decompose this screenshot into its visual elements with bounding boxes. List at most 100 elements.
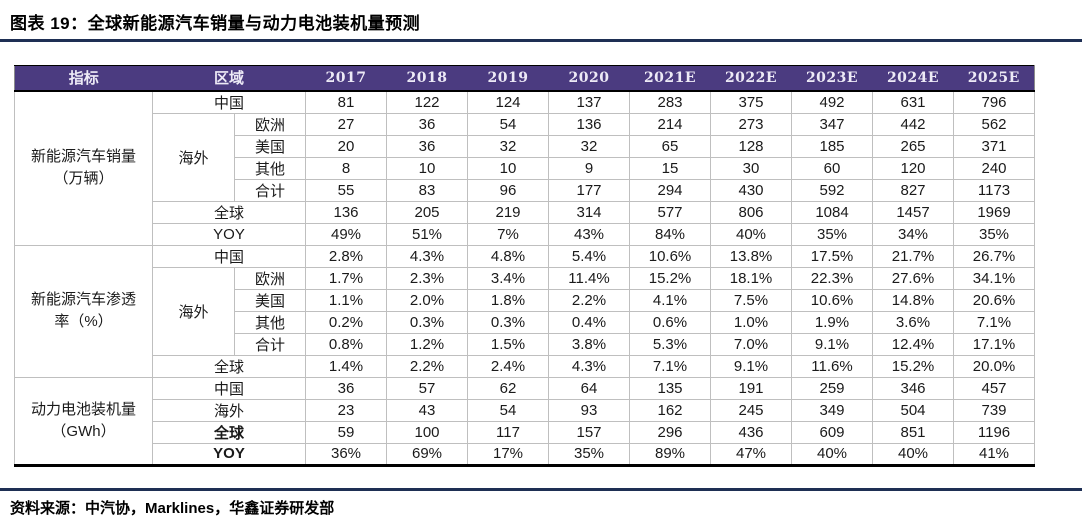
value-cell: 157: [548, 420, 631, 444]
value-cell: 35%: [953, 222, 1036, 246]
value-cell: 314: [548, 200, 631, 224]
value-cell: 273: [710, 112, 793, 136]
value-cell: 22.3%: [791, 266, 874, 290]
value-cell: 21.7%: [872, 244, 955, 268]
value-cell: 4.3%: [386, 244, 469, 268]
value-cell: 5.3%: [629, 332, 712, 356]
header-year: 2019: [467, 65, 549, 92]
region-cell: 美国: [233, 134, 307, 158]
value-cell: 0.6%: [629, 310, 712, 334]
value-cell: 17.1%: [953, 332, 1036, 356]
value-cell: 1457: [872, 200, 955, 224]
table-row: 海外 欧洲 1.7% 2.3% 3.4% 11.4% 15.2% 18.1% 22.3% 27.6…: [15, 266, 1036, 356]
value-cell: 796: [953, 90, 1036, 114]
value-cell: 11.6%: [791, 354, 874, 378]
value-cell: 83: [386, 178, 469, 202]
value-cell: 7%: [467, 222, 550, 246]
value-cell: 40%: [791, 442, 874, 466]
table-row: 海外 欧洲 27 36 54 136 214 273 347 442 562: [15, 112, 1036, 202]
value-cell: 36: [386, 112, 469, 136]
value-cell: 57: [386, 376, 469, 400]
value-cell: 4.1%: [629, 288, 712, 312]
value-cell: 5.4%: [548, 244, 631, 268]
table-row: 动力电池装机量 （GWh） 中国 36 57 62 64 135 191 259 346 457: [14, 376, 1036, 466]
value-cell: 592: [791, 178, 874, 202]
value-cell: 93: [548, 398, 631, 422]
value-cell: 32: [548, 134, 631, 158]
value-cell: 10: [467, 156, 550, 180]
value-cell: 30: [710, 156, 793, 180]
value-cell: 10: [386, 156, 469, 180]
value-cell: 136: [305, 200, 388, 224]
value-cell: 296: [629, 420, 712, 444]
value-cell: 34.1%: [953, 266, 1036, 290]
value-cell: 283: [629, 90, 712, 114]
table-row: YOY 36% 69% 17% 35% 89% 47% 40% 40% 41%: [15, 442, 1036, 466]
indicator-cell: 新能源汽车渗透 率（%）: [14, 244, 153, 378]
value-cell: 3.6%: [872, 310, 955, 334]
value-cell: 10.6%: [629, 244, 712, 268]
value-cell: 136: [548, 112, 631, 136]
value-cell: 1.8%: [467, 288, 550, 312]
value-cell: 2.2%: [548, 288, 631, 312]
value-cell: 1173: [953, 178, 1036, 202]
region-cell: 合计: [233, 332, 307, 356]
region-cell: 其他: [233, 310, 307, 334]
region-cell: 全球: [151, 420, 307, 444]
value-cell: 7.1%: [629, 354, 712, 378]
value-cell: 89%: [629, 442, 712, 466]
value-cell: 851: [872, 420, 955, 444]
title-rule: [0, 39, 1082, 42]
indicator-cell: 新能源汽车销量 （万辆）: [14, 90, 153, 246]
value-cell: 54: [467, 112, 550, 136]
table-row: 海外 23 43 54 93 162 245 349 504 739: [15, 398, 1036, 422]
value-cell: 20.0%: [953, 354, 1036, 378]
region-cell: 合计: [233, 178, 307, 202]
value-cell: 96: [467, 178, 550, 202]
value-cell: 631: [872, 90, 955, 114]
value-cell: 577: [629, 200, 712, 224]
indicator-cell: 动力电池装机量 （GWh）: [14, 376, 153, 466]
footer-rule: [0, 487, 1082, 491]
value-cell: 51%: [386, 222, 469, 246]
header-year: 2022E: [710, 65, 792, 92]
value-cell: 562: [953, 112, 1036, 136]
region-cell: 中国: [151, 244, 307, 268]
value-cell: 15: [629, 156, 712, 180]
value-cell: 0.4%: [548, 310, 631, 334]
value-cell: 3.8%: [548, 332, 631, 356]
header-region: 区域: [152, 65, 306, 92]
region-cell: 海外: [151, 398, 307, 422]
value-cell: 64: [548, 376, 631, 400]
data-source: 资料来源：中汽协，Marklines，华鑫证券研发部: [10, 499, 335, 517]
value-cell: 185: [791, 134, 874, 158]
value-cell: 54: [467, 398, 550, 422]
value-cell: 1196: [953, 420, 1036, 444]
value-cell: 2.3%: [386, 266, 469, 290]
value-cell: 4.3%: [548, 354, 631, 378]
table-row: 新能源汽车销量 （万辆） 中国 81 122 124 137 283 375 492 631 796: [14, 90, 1036, 246]
value-cell: 2.8%: [305, 244, 388, 268]
value-cell: 32: [467, 134, 550, 158]
value-cell: 1969: [953, 200, 1036, 224]
value-cell: 430: [710, 178, 793, 202]
value-cell: 69%: [386, 442, 469, 466]
value-cell: 2.2%: [386, 354, 469, 378]
value-cell: 371: [953, 134, 1036, 158]
figure-title: 图表 19：全球新能源汽车销量与动力电池装机量预测: [10, 14, 421, 33]
value-cell: 442: [872, 112, 955, 136]
value-cell: 41%: [953, 442, 1036, 466]
region-cell: 全球: [151, 200, 307, 224]
value-cell: 40%: [872, 442, 955, 466]
value-cell: 827: [872, 178, 955, 202]
value-cell: 2.4%: [467, 354, 550, 378]
value-cell: 35%: [548, 442, 631, 466]
value-cell: 20: [305, 134, 388, 158]
table-header-row: 指标 区域 2017 2018 2019 2020 2021E 2022E 2023E 202…: [14, 65, 1035, 92]
region-cell: 其他: [233, 156, 307, 180]
value-cell: 245: [710, 398, 793, 422]
value-cell: 457: [953, 376, 1036, 400]
header-year: 2025E: [953, 65, 1035, 92]
table-row: 全球 136 205 219 314 577 806 1084 1457 1969: [15, 200, 1036, 224]
value-cell: 1.7%: [305, 266, 388, 290]
